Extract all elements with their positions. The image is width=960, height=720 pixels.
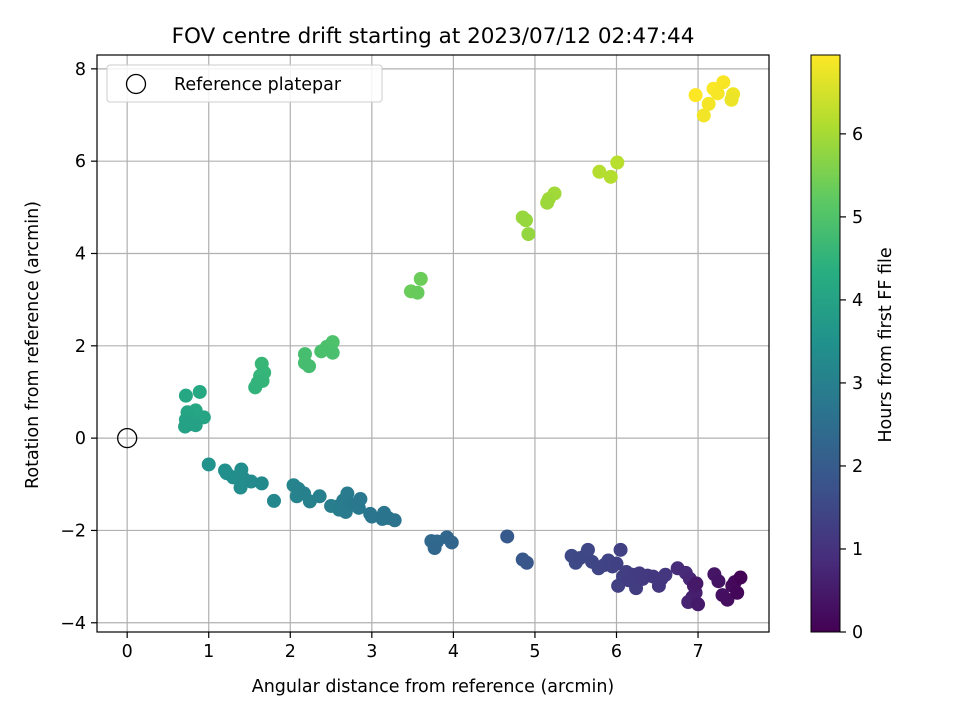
- x-tick-label: 4: [448, 642, 459, 662]
- x-tick-label: 3: [366, 642, 377, 662]
- data-point: [254, 476, 269, 491]
- legend: Reference platepar: [106, 64, 383, 103]
- data-point: [580, 542, 595, 557]
- data-point: [244, 474, 259, 489]
- y-tick-label: 0: [75, 429, 86, 449]
- data-point: [347, 498, 362, 513]
- data-point: [444, 535, 459, 550]
- data-point: [312, 489, 327, 504]
- data-point: [696, 108, 711, 123]
- reference-point-marker: [117, 427, 138, 449]
- data-point: [540, 195, 555, 210]
- y-axis-ticks: −4 −2 0 2 4 6 8: [60, 60, 97, 634]
- plot-frame: [96, 54, 770, 633]
- data-point: [720, 592, 735, 607]
- colorbar-tick-label: 6: [852, 125, 863, 145]
- colorbar-tick-label: 4: [852, 291, 863, 311]
- data-point: [689, 576, 704, 591]
- data-point: [178, 388, 193, 403]
- data-point: [178, 419, 193, 434]
- data-point: [710, 86, 725, 101]
- data-point: [314, 344, 329, 359]
- data-point: [302, 359, 317, 374]
- grid-lines: [97, 55, 769, 632]
- legend-marker-icon: [125, 73, 147, 95]
- legend-label: Reference platepar: [174, 75, 342, 95]
- y-tick-label: 8: [75, 60, 86, 80]
- colorbar-tick-label: 3: [852, 374, 863, 394]
- data-point: [192, 384, 207, 399]
- data-point: [340, 486, 355, 501]
- data-point: [410, 285, 425, 300]
- colorbar-tick-label: 2: [852, 457, 863, 477]
- data-point: [716, 75, 731, 90]
- data-point: [248, 380, 263, 395]
- data-point: [609, 556, 624, 571]
- data-point: [701, 96, 716, 111]
- x-axis-label: Angular distance from reference (arcmin): [252, 677, 615, 697]
- data-points: [117, 75, 748, 612]
- colorbar-tick-label: 0: [852, 623, 863, 643]
- data-point: [233, 480, 248, 495]
- data-point: [603, 169, 618, 184]
- y-axis-label: Rotation from reference (arcmin): [23, 201, 43, 489]
- y-tick-label: −2: [60, 521, 86, 541]
- data-point: [500, 529, 515, 544]
- data-point: [724, 92, 739, 107]
- y-tick-label: −4: [60, 614, 86, 634]
- data-point: [427, 540, 442, 555]
- colorbar-gradient: [810, 54, 841, 633]
- y-tick-label: 2: [75, 337, 86, 357]
- y-tick-label: 6: [75, 152, 86, 172]
- data-point: [610, 155, 625, 170]
- chart-title: FOV centre drift starting at 2023/07/12 …: [172, 24, 695, 49]
- x-tick-label: 0: [122, 642, 133, 662]
- legend-box: [106, 64, 383, 103]
- x-axis-ticks: 0 1 2 3 4 5 6 7: [122, 632, 704, 662]
- x-tick-label: 6: [611, 642, 622, 662]
- data-point: [613, 542, 628, 557]
- colorbar-tick-label: 1: [852, 540, 863, 560]
- data-point: [733, 570, 748, 585]
- data-point: [325, 345, 340, 360]
- data-point: [201, 457, 216, 472]
- data-point: [521, 227, 536, 242]
- colorbar-tick-label: 5: [852, 208, 863, 228]
- colorbar-label: Hours from first FF file: [876, 247, 896, 442]
- data-point: [364, 509, 379, 524]
- data-point: [387, 513, 402, 528]
- colorbar-ticks: 0 1 2 3 4 5 6: [840, 125, 863, 643]
- data-point: [266, 493, 281, 508]
- data-point: [711, 574, 726, 589]
- data-point: [188, 418, 203, 433]
- data-point: [658, 567, 673, 582]
- data-point: [730, 585, 745, 600]
- y-tick-label: 4: [75, 244, 86, 264]
- data-point: [518, 213, 533, 228]
- x-tick-label: 7: [692, 642, 703, 662]
- x-tick-label: 1: [203, 642, 214, 662]
- x-tick-label: 5: [529, 642, 540, 662]
- colorbar: 0 1 2 3 4 5 6 Hours from first FF file: [810, 54, 896, 643]
- data-point: [691, 597, 706, 612]
- data-point: [413, 271, 428, 286]
- data-point: [519, 555, 534, 570]
- x-tick-label: 2: [285, 642, 296, 662]
- data-point: [688, 88, 703, 103]
- data-point: [592, 164, 607, 179]
